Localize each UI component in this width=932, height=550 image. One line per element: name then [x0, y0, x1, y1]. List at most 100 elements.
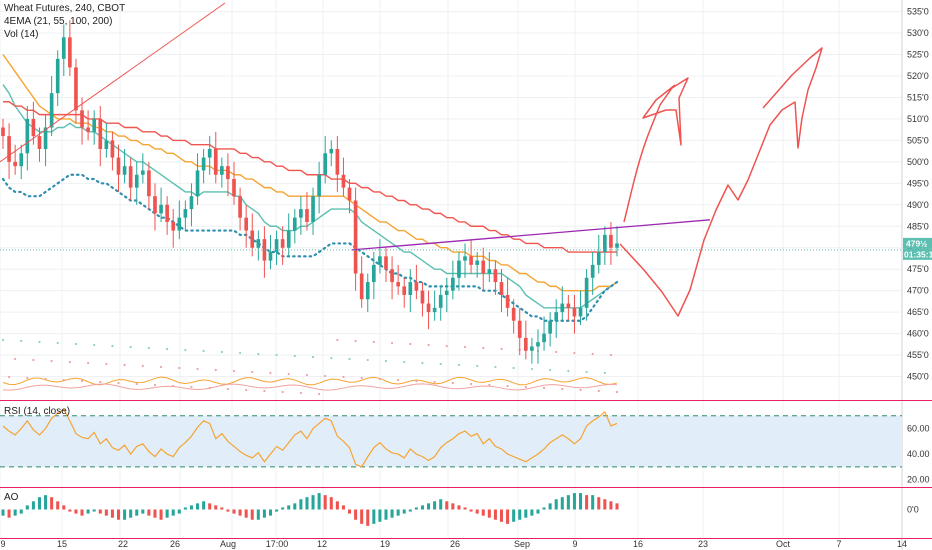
time-tick-label: 12 — [317, 539, 327, 549]
ao-bar — [317, 493, 321, 510]
ao-bar — [566, 495, 570, 510]
ao-bar — [50, 497, 54, 510]
ao-bar — [408, 509, 412, 512]
candle-body — [542, 333, 546, 343]
volume-dot — [390, 341, 394, 345]
candle-body — [238, 196, 242, 218]
volume-dot — [269, 371, 272, 375]
candle-body — [19, 153, 24, 167]
volume-dot — [573, 351, 576, 355]
candle-body — [414, 282, 419, 291]
volume-legend[interactable]: Vol (14) — [4, 29, 39, 40]
volume-dot — [196, 367, 199, 371]
ao-bar — [542, 507, 546, 510]
ao-bar — [615, 503, 619, 510]
ao-bar — [275, 509, 279, 512]
ao-bar — [427, 503, 431, 510]
ao-bar — [372, 509, 376, 524]
time-tick-label: 16 — [633, 539, 643, 549]
candle-body — [536, 342, 540, 347]
volume-dot — [451, 381, 454, 385]
rsi-tick-label: 20.00 — [907, 475, 930, 485]
volume-dot — [305, 373, 309, 377]
candle-body — [578, 307, 583, 317]
price-tick-label: 505'0 — [907, 135, 929, 145]
volume-dot — [311, 355, 315, 359]
ao-bar — [475, 509, 479, 514]
candle-body — [299, 209, 303, 218]
candle-body — [98, 118, 103, 149]
ao-bar — [347, 509, 352, 514]
volume-dot — [427, 343, 430, 347]
ao-bar — [560, 497, 564, 510]
candle-body — [207, 148, 212, 158]
rsi-band-fill — [0, 415, 902, 467]
time-tick-label: 7 — [836, 539, 841, 549]
candle-body — [378, 256, 382, 265]
volume-dot — [135, 382, 138, 386]
candle-body — [523, 337, 528, 351]
candle-body — [444, 290, 449, 295]
ema-line — [3, 101, 617, 253]
candle-body — [359, 273, 364, 300]
candle-body — [13, 161, 17, 167]
candle-body — [68, 37, 72, 68]
time-tick-label: 22 — [118, 539, 128, 549]
price-tick-label: 490'0 — [907, 200, 929, 210]
ao-bar — [13, 509, 17, 516]
candle-body — [232, 179, 236, 197]
volume-dot — [591, 352, 594, 356]
candle-body — [432, 307, 437, 313]
ao-bar — [153, 509, 157, 518]
ao-bar — [25, 505, 29, 510]
volume-dot — [220, 350, 223, 354]
volume-dot — [208, 386, 211, 390]
candle-body — [92, 118, 97, 132]
candle-body — [213, 148, 218, 175]
exchange-label: CBOT — [97, 3, 126, 14]
candle-body — [560, 303, 565, 313]
volume-dot — [245, 388, 248, 392]
volume-dot — [585, 370, 588, 374]
candle-body — [1, 127, 5, 137]
ao-bar — [420, 505, 424, 510]
candle-body — [201, 157, 206, 171]
volume-dot — [330, 356, 333, 360]
ao-bar — [335, 501, 339, 510]
volume-dot — [336, 338, 339, 342]
ao-bar — [609, 501, 613, 510]
price-tick-label: 455'0 — [907, 350, 929, 360]
ao-bar — [579, 493, 583, 510]
volume-dot — [384, 359, 388, 363]
ao-bar — [37, 497, 41, 510]
candle-body — [116, 157, 121, 175]
ema-legend[interactable]: 4EMA (21, 55, 100, 200) — [4, 16, 113, 27]
volume-dot — [232, 369, 236, 373]
volume-dot — [409, 342, 412, 346]
interval-label[interactable]: 240 — [75, 3, 92, 14]
candle-body — [31, 118, 36, 137]
candle-body — [37, 136, 42, 149]
ao-bar — [232, 509, 236, 514]
volume-dot — [360, 376, 363, 380]
volume-dot — [439, 362, 442, 366]
symbol-name[interactable]: Wheat Futures — [4, 3, 70, 14]
volume-dot — [457, 363, 461, 367]
ema-line — [2, 54, 618, 292]
ao-bar — [129, 509, 133, 518]
volume-dot — [366, 358, 369, 362]
volume-dot — [299, 391, 302, 395]
time-tick-label: 26 — [170, 539, 180, 549]
ao-bar — [603, 499, 607, 510]
time-tick-label: 14 — [897, 539, 907, 549]
candle-body — [457, 260, 461, 278]
volume-dot — [7, 375, 11, 379]
volume-dot — [32, 358, 35, 362]
legend-sep-2: , — [91, 3, 98, 14]
volume-dot — [421, 361, 424, 365]
candle-body — [268, 252, 273, 261]
ao-bar — [86, 509, 90, 514]
volume-dot — [476, 364, 479, 368]
ao-bar — [80, 509, 84, 516]
